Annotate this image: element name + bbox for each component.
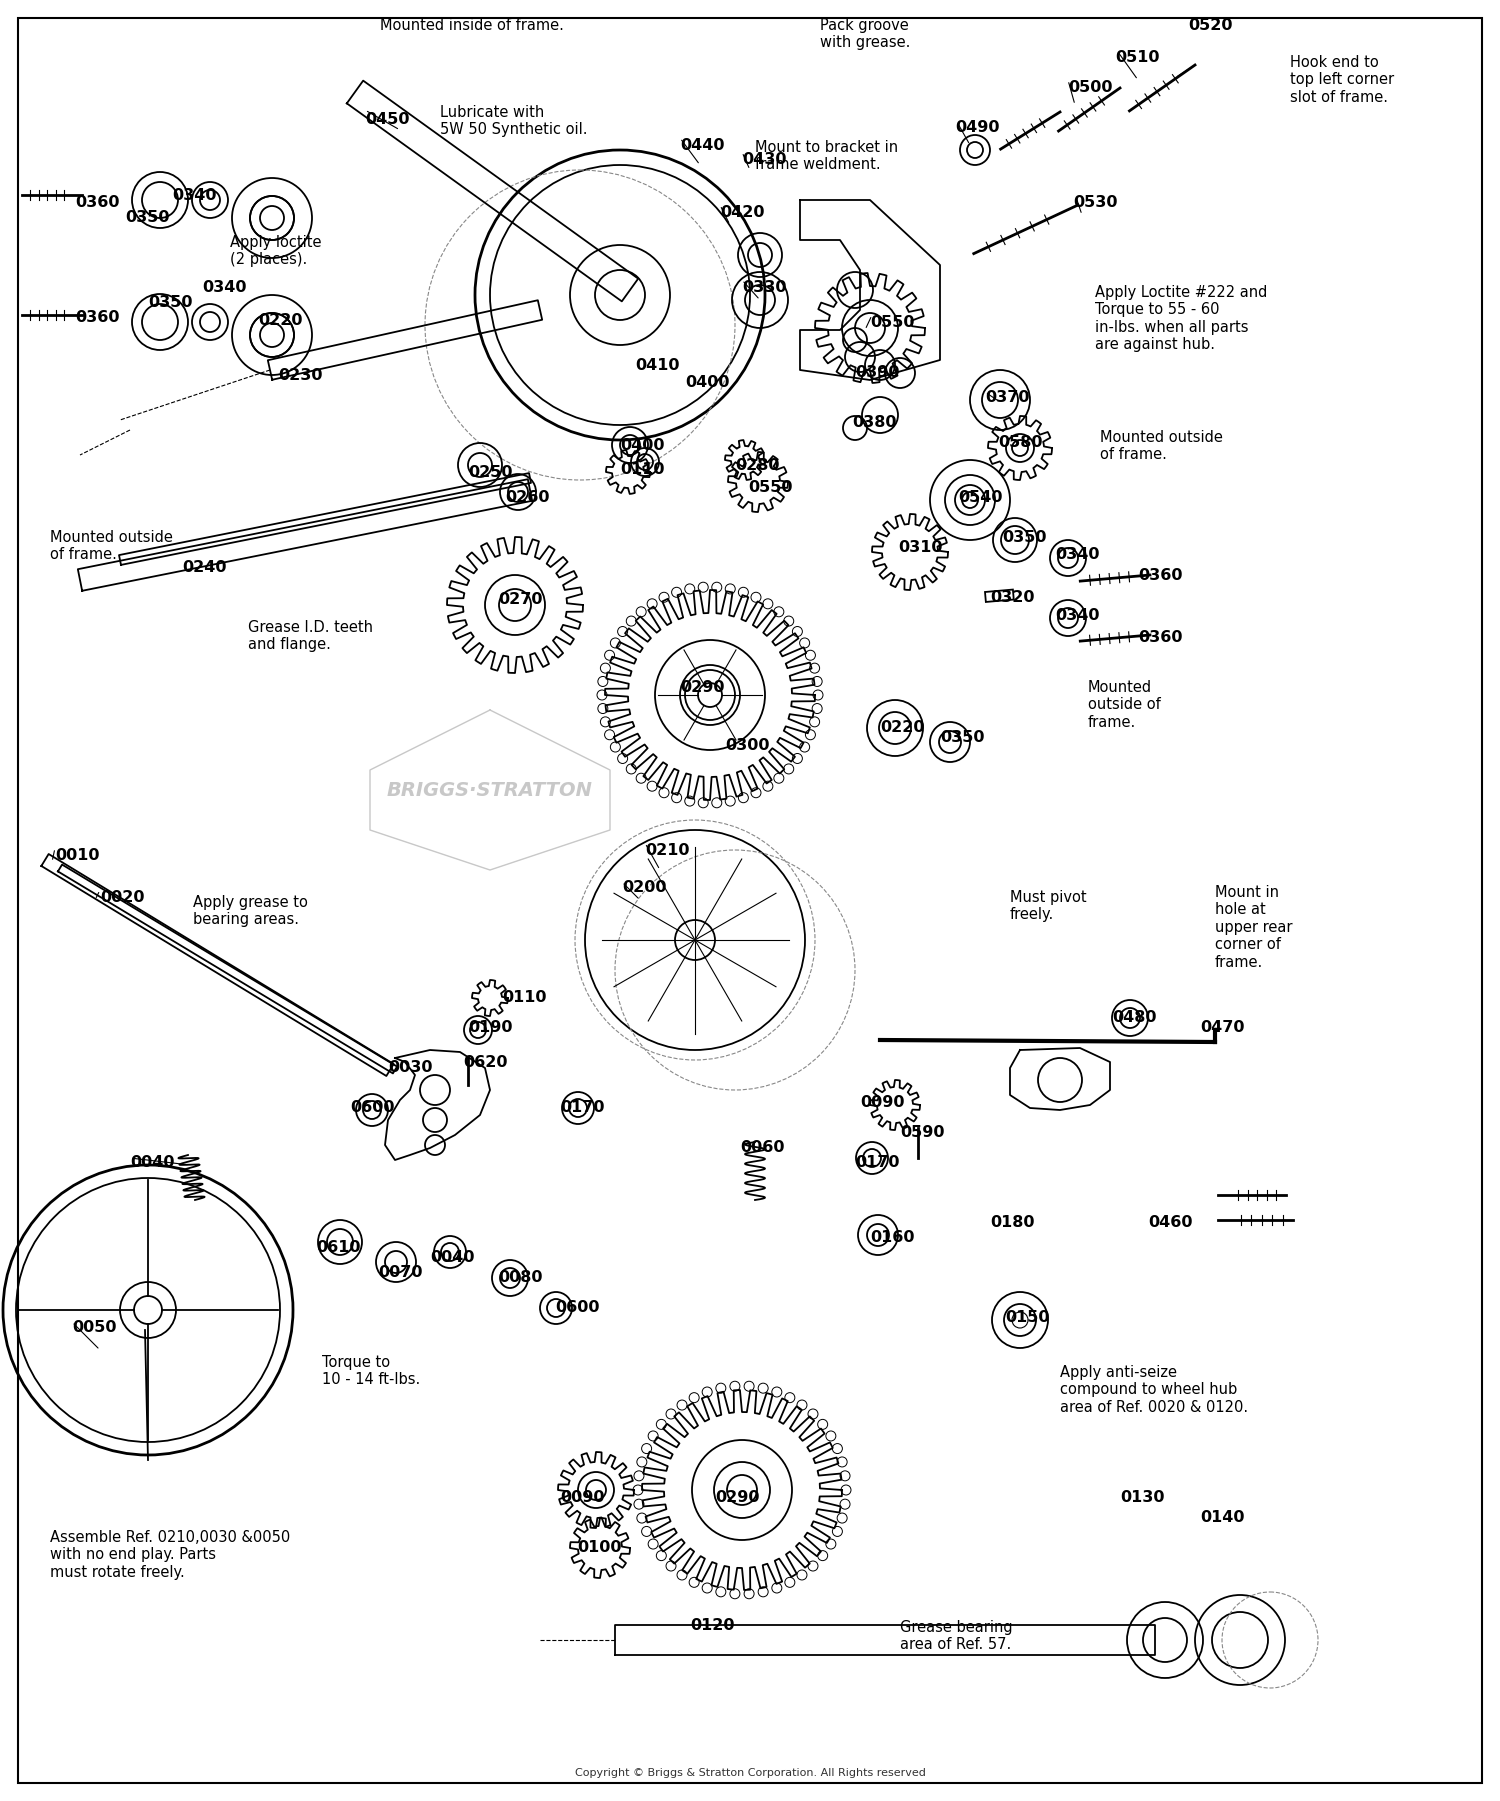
Text: 0530: 0530 — [1072, 195, 1118, 211]
Text: 0550: 0550 — [748, 481, 792, 495]
Text: 0330: 0330 — [742, 279, 786, 295]
Text: 0220: 0220 — [258, 313, 303, 328]
Text: Assemble Ref. 0210,0030 &0050
with no end play. Parts
must rotate freely.: Assemble Ref. 0210,0030 &0050 with no en… — [50, 1531, 291, 1579]
Text: Pack groove
with grease.: Pack groove with grease. — [821, 18, 910, 50]
Text: 0580: 0580 — [998, 436, 1042, 450]
Text: Mounted
outside of
frame.: Mounted outside of frame. — [1088, 681, 1161, 729]
Text: 0400: 0400 — [686, 375, 729, 391]
Text: 0360: 0360 — [1138, 567, 1182, 584]
Text: 0350: 0350 — [148, 295, 192, 310]
Text: 0350: 0350 — [124, 211, 170, 225]
Text: 0450: 0450 — [364, 112, 410, 128]
Text: Apply grease to
bearing areas.: Apply grease to bearing areas. — [194, 895, 308, 928]
Text: 0460: 0460 — [1148, 1216, 1192, 1230]
Text: 0340: 0340 — [1054, 609, 1100, 623]
Text: BRIGGS·STRATTON: BRIGGS·STRATTON — [387, 780, 592, 800]
Text: 0430: 0430 — [742, 151, 786, 167]
Text: 0290: 0290 — [716, 1489, 759, 1506]
Text: 0190: 0190 — [468, 1019, 513, 1036]
Text: 0090: 0090 — [859, 1095, 904, 1109]
Text: 0340: 0340 — [202, 279, 246, 295]
Text: 0280: 0280 — [735, 457, 780, 474]
Text: Grease bearing
area of Ref. 57.: Grease bearing area of Ref. 57. — [900, 1621, 1013, 1652]
Text: 0110: 0110 — [620, 463, 664, 477]
Text: 0520: 0520 — [1188, 18, 1233, 32]
Text: 0350: 0350 — [940, 729, 984, 746]
Text: 0070: 0070 — [378, 1264, 423, 1281]
Text: 0470: 0470 — [1200, 1019, 1245, 1036]
Text: 0030: 0030 — [388, 1061, 432, 1075]
Text: 0480: 0480 — [1112, 1010, 1156, 1025]
Text: 0390: 0390 — [855, 366, 900, 380]
Text: 0620: 0620 — [464, 1055, 507, 1070]
Text: 0360: 0360 — [75, 310, 120, 324]
Bar — [986, 589, 1014, 602]
Text: 0410: 0410 — [634, 358, 680, 373]
Text: 0340: 0340 — [172, 187, 216, 204]
Text: 0370: 0370 — [986, 391, 1029, 405]
Text: 0510: 0510 — [1114, 50, 1160, 65]
Text: 0110: 0110 — [503, 991, 546, 1005]
Text: 0360: 0360 — [75, 195, 120, 211]
Text: 0270: 0270 — [498, 593, 543, 607]
Text: 0020: 0020 — [100, 890, 144, 904]
Text: 0420: 0420 — [720, 205, 765, 220]
Text: Hook end to
top left corner
slot of frame.: Hook end to top left corner slot of fram… — [1290, 56, 1394, 104]
Text: 0340: 0340 — [1054, 548, 1100, 562]
Text: 0230: 0230 — [278, 367, 322, 384]
Text: 0220: 0220 — [880, 720, 924, 735]
Text: 0310: 0310 — [898, 540, 942, 555]
Text: 0240: 0240 — [182, 560, 226, 575]
Text: 0200: 0200 — [622, 881, 666, 895]
Text: Apply anti-seize
compound to wheel hub
area of Ref. 0020 & 0120.: Apply anti-seize compound to wheel hub a… — [1060, 1365, 1248, 1416]
Text: Grease I.D. teeth
and flange.: Grease I.D. teeth and flange. — [248, 620, 374, 652]
Text: 0610: 0610 — [316, 1241, 360, 1255]
Text: 0500: 0500 — [1068, 79, 1113, 95]
Text: Mounted inside of frame.: Mounted inside of frame. — [380, 18, 564, 32]
Text: 0250: 0250 — [468, 465, 513, 481]
Text: 0090: 0090 — [560, 1489, 604, 1506]
Text: Apply Loctite #222 and
Torque to 55 - 60
in-lbs. when all parts
are against hub.: Apply Loctite #222 and Torque to 55 - 60… — [1095, 285, 1268, 353]
Text: 0100: 0100 — [578, 1540, 621, 1554]
Text: 0120: 0120 — [690, 1617, 735, 1634]
Text: 0170: 0170 — [560, 1100, 604, 1115]
Text: Copyright © Briggs & Stratton Corporation. All Rights reserved: Copyright © Briggs & Stratton Corporatio… — [574, 1769, 926, 1778]
Text: 0210: 0210 — [645, 843, 690, 857]
Text: 0550: 0550 — [870, 315, 915, 330]
Text: 0010: 0010 — [56, 848, 99, 863]
Text: 0490: 0490 — [956, 121, 999, 135]
Text: Lubricate with
5W 50 Synthetic oil.: Lubricate with 5W 50 Synthetic oil. — [440, 104, 588, 137]
Text: Torque to
10 - 14 ft-lbs.: Torque to 10 - 14 ft-lbs. — [322, 1354, 420, 1387]
Text: 0060: 0060 — [740, 1140, 784, 1154]
Text: 0320: 0320 — [990, 591, 1035, 605]
Text: Mounted outside
of frame.: Mounted outside of frame. — [50, 529, 172, 562]
Text: Mounted outside
of frame.: Mounted outside of frame. — [1100, 430, 1222, 463]
Text: 0600: 0600 — [350, 1100, 394, 1115]
Text: Must pivot
freely.: Must pivot freely. — [1010, 890, 1086, 922]
Text: 0590: 0590 — [900, 1126, 945, 1140]
Text: 0360: 0360 — [1138, 630, 1182, 645]
Text: 0130: 0130 — [1120, 1489, 1164, 1506]
Text: 0140: 0140 — [1200, 1509, 1245, 1525]
Text: 0300: 0300 — [724, 738, 770, 753]
Text: 0180: 0180 — [990, 1216, 1035, 1230]
Text: 0260: 0260 — [506, 490, 549, 504]
Text: 0150: 0150 — [1005, 1309, 1050, 1326]
Text: 0080: 0080 — [498, 1270, 543, 1284]
Text: 0440: 0440 — [680, 139, 724, 153]
Text: 0400: 0400 — [620, 438, 664, 454]
Text: 0040: 0040 — [430, 1250, 474, 1264]
Text: 0540: 0540 — [958, 490, 1002, 504]
Text: 0050: 0050 — [72, 1320, 117, 1335]
Text: 0600: 0600 — [555, 1300, 600, 1315]
Text: 0160: 0160 — [870, 1230, 915, 1244]
Text: Mount to bracket in
frame weldment.: Mount to bracket in frame weldment. — [754, 140, 898, 173]
Text: Apply loctite
(2 places).: Apply loctite (2 places). — [230, 234, 321, 267]
Text: Mount in
hole at
upper rear
corner of
frame.: Mount in hole at upper rear corner of fr… — [1215, 884, 1293, 969]
Text: 0380: 0380 — [852, 414, 897, 430]
Text: 0350: 0350 — [1002, 529, 1047, 546]
Text: 0170: 0170 — [855, 1154, 900, 1171]
Text: 0040: 0040 — [130, 1154, 174, 1171]
Text: 0290: 0290 — [680, 681, 724, 695]
